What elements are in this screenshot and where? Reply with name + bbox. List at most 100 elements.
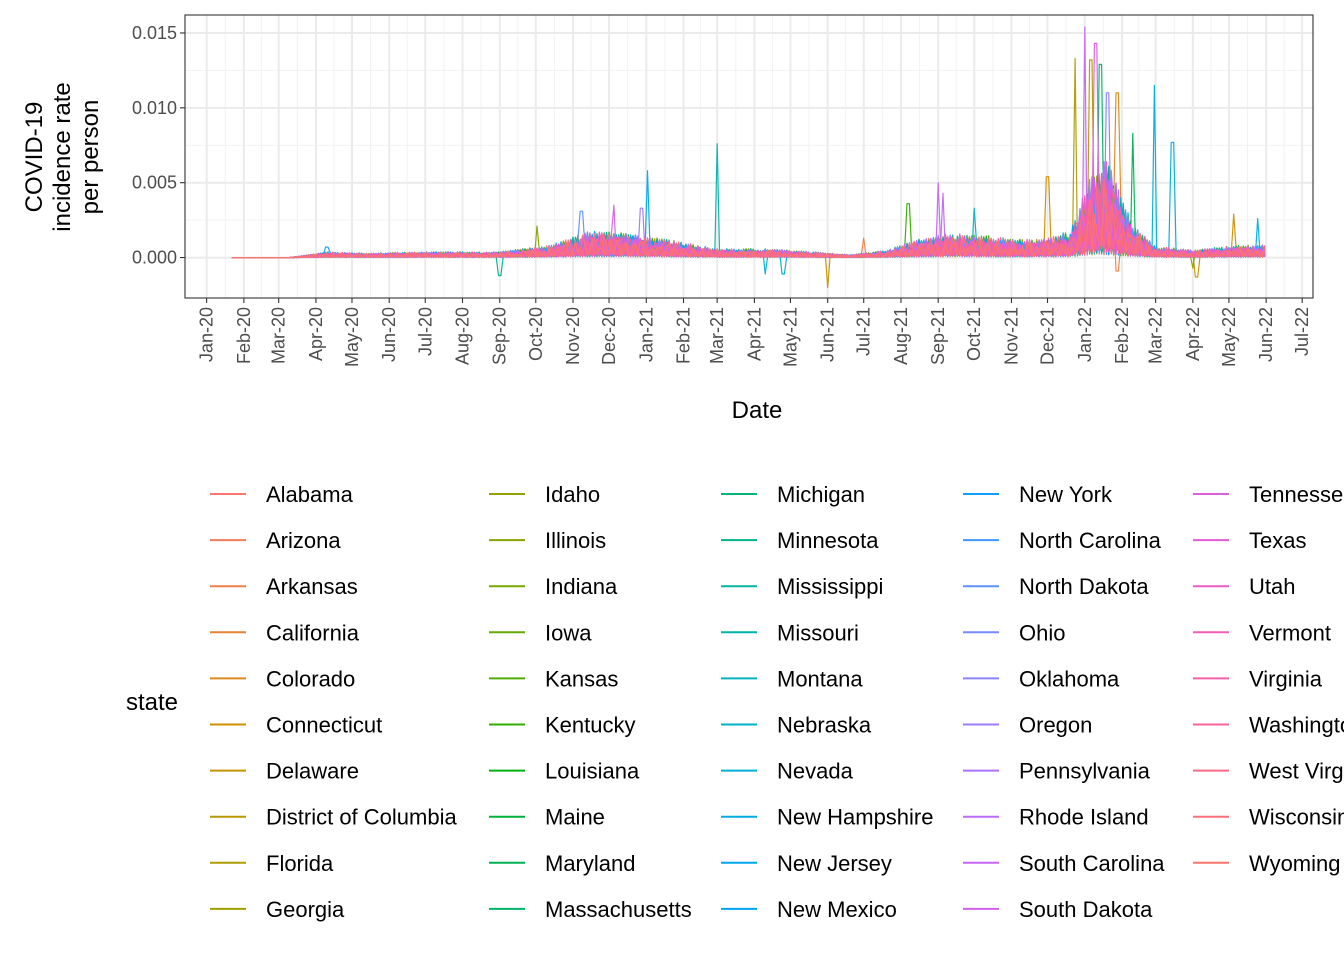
y-axis-title-line: per person xyxy=(77,100,104,215)
legend-item: Vermont xyxy=(1193,620,1331,645)
legend-label: Oregon xyxy=(1019,713,1092,738)
x-tick-label: Apr-22 xyxy=(1183,307,1203,361)
x-tick-label: Jun-20 xyxy=(379,307,399,362)
legend-label: Idaho xyxy=(545,482,600,507)
legend-item: Iowa xyxy=(489,620,592,645)
x-tick-label: Sep-20 xyxy=(490,307,510,365)
x-tick-label: Dec-21 xyxy=(1038,307,1058,365)
legend-label: Nebraska xyxy=(777,713,872,738)
legend-item: South Carolina xyxy=(963,851,1165,876)
legend-label: Connecticut xyxy=(266,713,382,738)
legend-item: Idaho xyxy=(489,482,600,507)
y-axis-title: COVID-19 incidence rate per person xyxy=(21,82,104,231)
x-axis: Jan-20 Feb-20 Mar-20 Apr-20 May-20 Jun-20 Jul-… xyxy=(197,298,1312,367)
legend-label: New Hampshire xyxy=(777,805,934,830)
legend-item: Utah xyxy=(1193,574,1295,599)
legend-label: Georgia xyxy=(266,897,345,922)
legend-label: North Carolina xyxy=(1019,528,1162,553)
legend-item: New Jersey xyxy=(721,851,892,876)
legend-item: Georgia xyxy=(210,897,345,922)
y-axis-title-line: COVID-19 xyxy=(21,102,48,213)
legend-label: Utah xyxy=(1249,574,1295,599)
y-axis: 0.000 0.005 0.010 0.015 xyxy=(132,23,185,268)
y-tick-label: 0.005 xyxy=(132,173,177,193)
legend-label: South Carolina xyxy=(1019,851,1165,876)
legend-item: Missouri xyxy=(721,620,859,645)
legend-item: Oregon xyxy=(963,713,1092,738)
legend-item: Washington xyxy=(1193,713,1344,738)
x-tick-label: May-22 xyxy=(1219,307,1239,367)
legend-label: Missouri xyxy=(777,620,859,645)
x-tick-label: Aug-21 xyxy=(891,307,911,365)
legend-label: Florida xyxy=(266,851,334,876)
legend-label: Colorado xyxy=(266,666,355,691)
legend-title: state xyxy=(126,689,178,716)
legend-label: Kentucky xyxy=(545,713,636,738)
x-tick-label: Apr-20 xyxy=(306,307,326,361)
x-tick-label: Jun-22 xyxy=(1256,307,1276,362)
legend-item: Louisiana xyxy=(489,759,640,784)
legend-item: Texas xyxy=(1193,528,1306,553)
legend-label: Virginia xyxy=(1249,666,1323,691)
plot-panel-border xyxy=(184,14,1314,299)
legend-label: Iowa xyxy=(545,620,592,645)
legend-item: Oklahoma xyxy=(963,666,1120,691)
legend-label: California xyxy=(266,620,360,645)
legend-label: Pennsylvania xyxy=(1019,759,1151,784)
legend-label: Alabama xyxy=(266,482,354,507)
y-tick-label: 0.010 xyxy=(132,98,177,118)
legend-item: Wisconsin xyxy=(1193,805,1344,830)
legend-item: Pennsylvania xyxy=(963,759,1151,784)
x-tick-label: Sep-21 xyxy=(928,307,948,365)
x-tick-label: Jul-20 xyxy=(415,307,435,356)
x-tick-label: Oct-20 xyxy=(526,307,546,361)
x-tick-label: Mar-21 xyxy=(707,307,727,364)
legend-item: Nevada xyxy=(721,759,854,784)
x-tick-label: Apr-21 xyxy=(744,307,764,361)
legend-label: West Virginia xyxy=(1249,759,1344,784)
x-tick-label: Feb-21 xyxy=(674,307,694,364)
legend-label: Ohio xyxy=(1019,620,1065,645)
legend-item: Florida xyxy=(210,851,334,876)
legend-item: Maine xyxy=(489,805,605,830)
legend-item: Connecticut xyxy=(210,713,382,738)
legend-label: New Jersey xyxy=(777,851,892,876)
legend-label: North Dakota xyxy=(1019,574,1149,599)
y-axis-title-line: incidence rate xyxy=(49,82,76,231)
y-tick-label: 0.000 xyxy=(132,248,177,268)
legend-label: Indiana xyxy=(545,574,618,599)
legend-label: New York xyxy=(1019,482,1113,507)
legend-item: West Virginia xyxy=(1193,759,1344,784)
legend-item: Nebraska xyxy=(721,713,872,738)
x-axis-title: Date xyxy=(732,397,783,424)
legend-item: Massachusetts xyxy=(489,897,692,922)
legend-label: New Mexico xyxy=(777,897,897,922)
x-tick-label: Jul-22 xyxy=(1292,307,1312,356)
legend-label: Texas xyxy=(1249,528,1306,553)
legend-item: Delaware xyxy=(210,759,359,784)
legend-item: California xyxy=(210,620,360,645)
legend-item: New Hampshire xyxy=(721,805,934,830)
x-tick-label: Feb-22 xyxy=(1112,307,1132,364)
legend-item: Virginia xyxy=(1193,666,1323,691)
y-tick-label: 0.015 xyxy=(132,23,177,43)
legend-label: Tennessee xyxy=(1249,482,1344,507)
x-tick-label: Jan-20 xyxy=(197,307,217,362)
legend-item: Wyoming xyxy=(1193,851,1341,876)
legend-label: Minnesota xyxy=(777,528,879,553)
legend-label: Mississippi xyxy=(777,574,883,599)
legend: Alabama Arizona Arkansas California Colorado… xyxy=(210,482,1344,922)
legend-label: Louisiana xyxy=(545,759,640,784)
legend-label: Wisconsin xyxy=(1249,805,1344,830)
legend-label: Maine xyxy=(545,805,605,830)
x-tick-label: Oct-21 xyxy=(964,307,984,361)
legend-item: Arkansas xyxy=(210,574,358,599)
legend-label: Illinois xyxy=(545,528,606,553)
legend-item: Indiana xyxy=(489,574,618,599)
legend-item: Kentucky xyxy=(489,713,636,738)
legend-label: Montana xyxy=(777,666,863,691)
legend-item: South Dakota xyxy=(963,897,1153,922)
legend-label: Arkansas xyxy=(266,574,358,599)
legend-item: Colorado xyxy=(210,666,355,691)
